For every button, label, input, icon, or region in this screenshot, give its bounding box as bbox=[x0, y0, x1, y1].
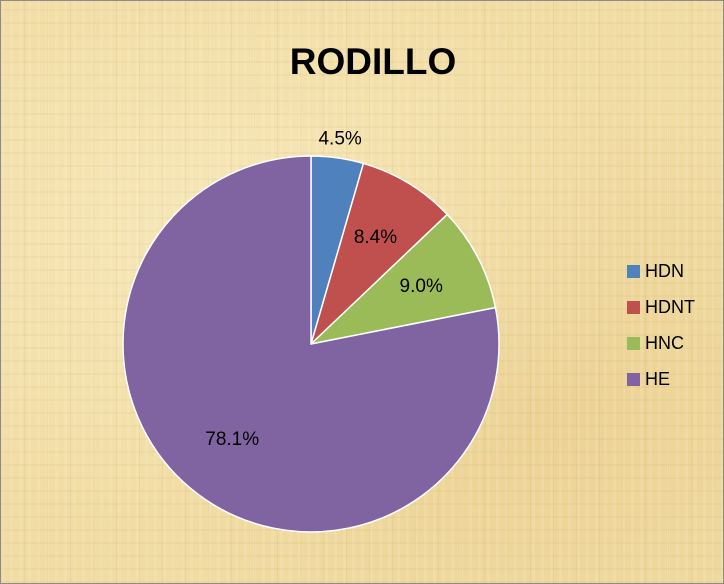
legend-swatch-hdnt bbox=[627, 300, 640, 314]
legend-item-hdnt: HDNT bbox=[627, 295, 721, 319]
legend-item-he: HE bbox=[627, 367, 721, 391]
legend-label-he: HE bbox=[645, 368, 671, 389]
legend-label-hdnt: HDNT bbox=[645, 296, 695, 317]
pie-slice-hdnt bbox=[309, 162, 449, 347]
legend-item-hnc: HNC bbox=[627, 331, 721, 355]
legend: HDN HDNT HNC HE bbox=[627, 259, 721, 403]
legend-label-hnc: HNC bbox=[645, 332, 684, 353]
pie-slices bbox=[122, 155, 500, 533]
legend-swatch-he bbox=[627, 372, 640, 386]
legend-item-hdn: HDN bbox=[627, 259, 721, 283]
legend-swatch-hnc bbox=[627, 336, 640, 350]
legend-label-hdn: HDN bbox=[645, 260, 684, 281]
chart-title: RODILLO bbox=[289, 41, 457, 82]
pie-slice-he bbox=[122, 155, 500, 533]
data-label-hdn: 4.5% bbox=[318, 128, 361, 149]
data-label-he: 78.1% bbox=[205, 429, 259, 450]
data-label-hnc: 9.0% bbox=[400, 276, 443, 297]
pie-data-labels: 4.5% 8.4% 9.0% 78.1% bbox=[205, 128, 443, 450]
data-label-hdnt: 8.4% bbox=[354, 227, 397, 248]
legend-swatch-hdn bbox=[627, 264, 640, 278]
pie-slice-hnc bbox=[308, 213, 497, 346]
